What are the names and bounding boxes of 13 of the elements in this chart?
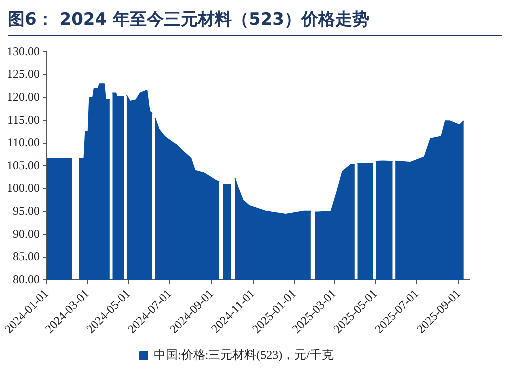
y-tick-label: 80.00	[13, 272, 40, 286]
y-tick-label: 110.00	[7, 136, 40, 150]
y-tick-label: 120.00	[7, 90, 40, 104]
y-tick-label: 105.00	[7, 158, 40, 172]
y-tick-label: 115.00	[7, 112, 40, 127]
y-tick-label: 125.00	[7, 67, 40, 82]
y-tick-label: 130.00	[7, 44, 40, 58]
y-tick-label: 95.00	[13, 204, 40, 218]
chart-title: 图6： 2024 年至今三元材料（523）价格走势	[7, 9, 370, 32]
y-tick-label: 90.00	[13, 226, 40, 241]
legend-label: 中国:价格:三元材料(523)，元/千克	[154, 348, 334, 362]
y-tick-label: 85.00	[13, 250, 40, 264]
y-tick-label: 100.00	[7, 181, 40, 196]
